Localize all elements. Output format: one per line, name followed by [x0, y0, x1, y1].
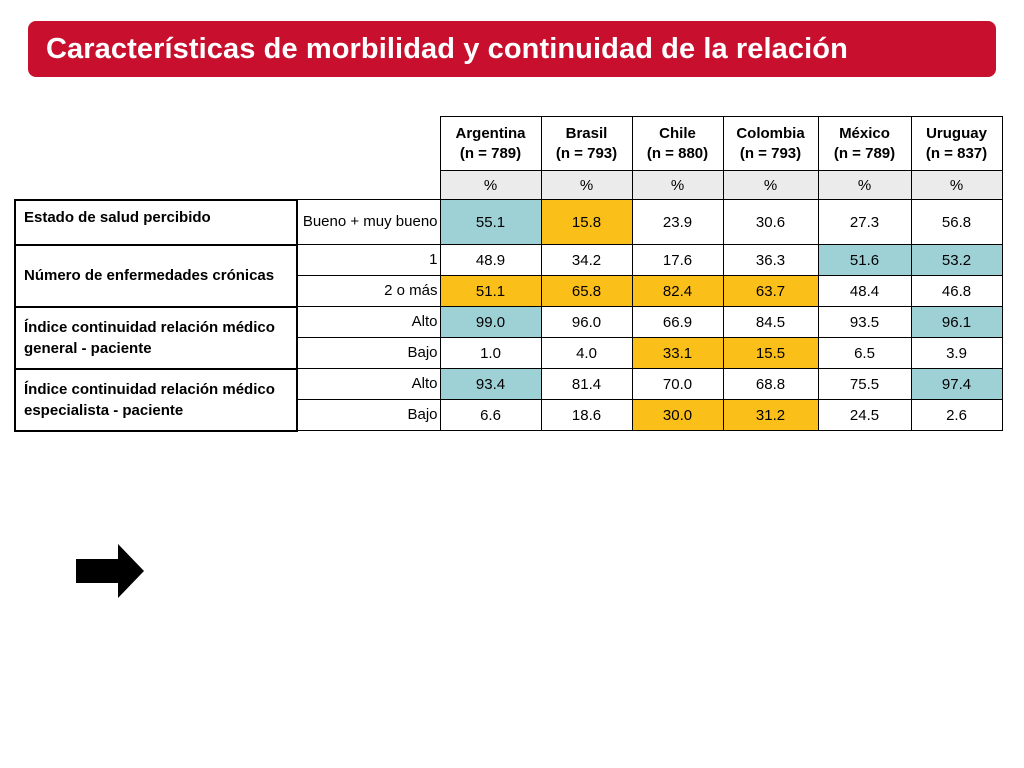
- unit-blank: [15, 171, 440, 200]
- value-cell: 99.0: [439, 306, 542, 338]
- right-arrow-icon: [76, 544, 144, 598]
- row-label: Alto: [296, 306, 441, 338]
- column-sample-size: (n = 789): [833, 144, 896, 162]
- data-table: Argentina (n = 789) Brasil (n = 793) Chile (n…: [14, 116, 1003, 432]
- unit-cell: %: [540, 170, 633, 200]
- row-label: Alto: [296, 368, 441, 400]
- value-cell: 70.0: [631, 368, 724, 400]
- column-header: Uruguay (n = 837): [910, 116, 1003, 171]
- column-name: Colombia: [736, 124, 805, 142]
- value-cell: 6.6: [439, 399, 542, 431]
- value-cell: 63.7: [722, 275, 819, 307]
- value-cell: 48.9: [439, 244, 542, 276]
- table-row: Bajo 1.0 4.0 33.1 15.5 6.5 3.9: [15, 337, 1003, 369]
- value-cell: 30.6: [722, 199, 819, 245]
- column-name: Uruguay: [926, 124, 987, 142]
- value-cell: 84.5: [722, 306, 819, 338]
- column-header: Brasil (n = 793): [540, 116, 633, 171]
- value-cell: 93.5: [817, 306, 912, 338]
- table-row: Bajo 6.6 18.6 30.0 31.2 24.5 2.6: [15, 399, 1003, 431]
- value-cell: 53.2: [910, 244, 1003, 276]
- column-name: Argentina: [455, 124, 526, 142]
- value-cell: 17.6: [631, 244, 724, 276]
- value-cell: 81.4: [540, 368, 633, 400]
- column-sample-size: (n = 793): [739, 144, 802, 162]
- header-row: Argentina (n = 789) Brasil (n = 793) Chile (n…: [15, 116, 1003, 171]
- value-cell: 3.9: [910, 337, 1003, 369]
- table-row: Estado de salud percibido Bueno + muy bue…: [14, 198, 1003, 246]
- value-cell: 2.6: [910, 399, 1003, 431]
- unit-cell: %: [910, 170, 1003, 200]
- value-cell: 18.6: [540, 399, 633, 431]
- value-cell: 82.4: [631, 275, 724, 307]
- row-group-label: Índice continuidad relación médico gener…: [14, 305, 298, 370]
- value-cell: 15.8: [540, 199, 633, 245]
- value-cell: 55.1: [439, 199, 542, 245]
- value-cell: 34.2: [540, 244, 633, 276]
- value-cell: 30.0: [631, 399, 724, 431]
- row-label: Bajo: [296, 399, 441, 431]
- value-cell: 66.9: [631, 306, 724, 338]
- value-cell: 68.8: [722, 368, 819, 400]
- column-header: Colombia (n = 793): [722, 116, 819, 171]
- table-row: Índice continuidad relación médico espec…: [14, 367, 1003, 432]
- value-cell: 15.5: [722, 337, 819, 369]
- row-label: 2 o más: [296, 275, 441, 307]
- row-label: Bueno + muy bueno: [296, 199, 441, 245]
- value-cell: 31.2: [722, 399, 819, 431]
- column-sample-size: (n = 789): [459, 144, 522, 162]
- value-cell: 48.4: [817, 275, 912, 307]
- column-sample-size: (n = 880): [646, 144, 709, 162]
- value-cell: 51.1: [439, 275, 542, 307]
- title-bar: Características de morbilidad y continui…: [28, 21, 996, 77]
- table-row: Índice continuidad relación médico gener…: [14, 305, 1003, 370]
- column-header: Argentina (n = 789): [439, 116, 542, 171]
- unit-cell: %: [631, 170, 724, 200]
- page-title: Características de morbilidad y continui…: [46, 32, 848, 65]
- column-name: Brasil: [565, 124, 608, 142]
- value-cell: 6.5: [817, 337, 912, 369]
- value-cell: 93.4: [439, 368, 542, 400]
- value-cell: 96.0: [540, 306, 633, 338]
- value-cell: 4.0: [540, 337, 633, 369]
- value-cell: 97.4: [910, 368, 1003, 400]
- value-cell: 75.5: [817, 368, 912, 400]
- unit-row: %%%%%%: [15, 170, 1003, 200]
- value-cell: 46.8: [910, 275, 1003, 307]
- value-cell: 36.3: [722, 244, 819, 276]
- row-label: Bajo: [296, 337, 441, 369]
- row-label: 1: [296, 244, 441, 276]
- unit-cell: %: [439, 170, 542, 200]
- table-row: 2 o más 51.1 65.8 82.4 63.7 48.4 46.8: [15, 275, 1003, 307]
- value-cell: 51.6: [817, 244, 912, 276]
- unit-cell: %: [817, 170, 912, 200]
- value-cell: 27.3: [817, 199, 912, 245]
- row-group-label: Índice continuidad relación médico espec…: [14, 367, 298, 432]
- unit-cell: %: [722, 170, 819, 200]
- header-blank: [15, 117, 440, 171]
- column-name: Chile: [659, 124, 696, 142]
- value-cell: 96.1: [910, 306, 1003, 338]
- column-sample-size: (n = 793): [555, 144, 618, 162]
- value-cell: 56.8: [910, 199, 1003, 245]
- table-row: Número de enfermedades crónicas 1 48.9 34.2…: [14, 243, 1003, 308]
- value-cell: 24.5: [817, 399, 912, 431]
- column-header: Chile (n = 880): [631, 116, 724, 171]
- value-cell: 1.0: [439, 337, 542, 369]
- column-name: México: [839, 124, 890, 142]
- column-sample-size: (n = 837): [925, 144, 988, 162]
- column-header: México (n = 789): [817, 116, 912, 171]
- value-cell: 65.8: [540, 275, 633, 307]
- row-group-label: Número de enfermedades crónicas: [14, 243, 298, 308]
- row-group-label: Estado de salud percibido: [14, 198, 298, 246]
- value-cell: 33.1: [631, 337, 724, 369]
- value-cell: 23.9: [631, 199, 724, 245]
